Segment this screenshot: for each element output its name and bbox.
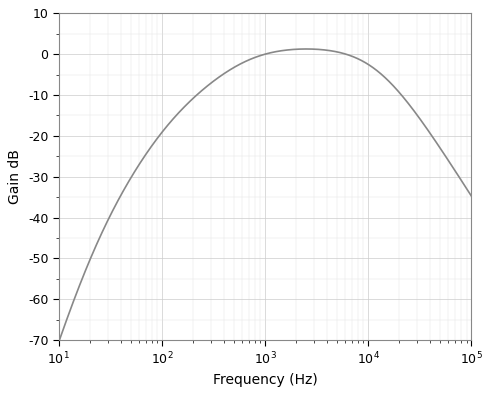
Y-axis label: Gain dB: Gain dB bbox=[8, 149, 22, 204]
X-axis label: Frequency (Hz): Frequency (Hz) bbox=[213, 372, 317, 387]
